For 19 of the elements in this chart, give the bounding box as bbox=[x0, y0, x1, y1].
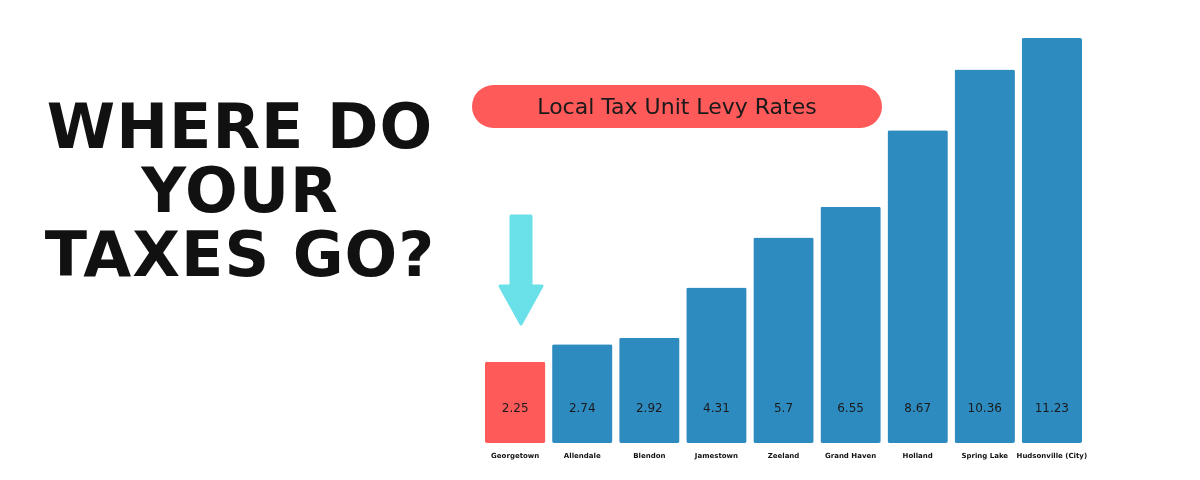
bar bbox=[753, 237, 814, 443]
data-label: 8.67 bbox=[904, 401, 932, 415]
bar bbox=[485, 361, 546, 443]
data-label: 2.25 bbox=[501, 401, 529, 415]
data-label: 6.55 bbox=[837, 401, 864, 415]
text: WHERE DO YOUR TAXES GO? bbox=[43, 90, 437, 291]
bar bbox=[686, 287, 747, 443]
data-label: 11.23 bbox=[1034, 401, 1069, 415]
data-label: 2.74 bbox=[568, 401, 596, 415]
bar bbox=[552, 344, 613, 443]
bar bbox=[954, 69, 1015, 443]
data-label: 4.31 bbox=[703, 401, 730, 415]
bar bbox=[887, 130, 948, 443]
bar bbox=[619, 337, 680, 443]
bar bbox=[820, 206, 881, 443]
data-label: 2.92 bbox=[635, 401, 663, 415]
data-label: 5.7 bbox=[773, 401, 794, 415]
bar bbox=[1021, 38, 1082, 443]
data-label: 10.36 bbox=[967, 401, 1002, 415]
